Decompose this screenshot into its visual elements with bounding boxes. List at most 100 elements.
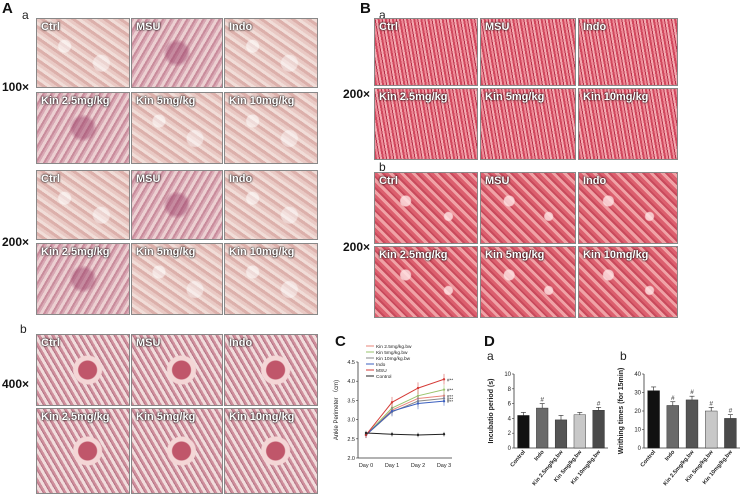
y-tick-label: 3.5	[347, 398, 355, 404]
tile-label: Ctrl	[379, 21, 398, 33]
micrograph-b-kidney-kin25: Kin 2.5mg/kg	[374, 246, 478, 318]
tile-label: Kin 2.5mg/kg	[41, 246, 110, 258]
y-tick-label: 2.0	[347, 456, 355, 462]
significance-annotation: #**	[447, 399, 453, 404]
tile-label: Kin 2.5mg/kg	[379, 249, 448, 261]
micrograph-b-stomach-kin5: Kin 5mg/kg	[480, 88, 576, 160]
micrograph-b-kidney-kin5: Kin 5mg/kg	[480, 246, 576, 318]
x-tick-label: Day 2	[411, 463, 425, 469]
tile-label: Kin 5mg/kg	[136, 411, 196, 423]
y-tick-label: 20	[634, 409, 641, 415]
panel-c-letter: C	[335, 333, 346, 350]
panel-b-mag-200-a: 200×	[343, 87, 371, 101]
significance-mark: #	[690, 389, 694, 396]
tile-label: MSU	[136, 337, 161, 349]
micrograph-a-200-kin10: Kin 10mg/kg	[224, 243, 318, 315]
micrograph-a-200-kin25: Kin 2.5mg/kg	[36, 243, 130, 315]
data-point	[390, 401, 394, 404]
y-tick-label: 4.5	[347, 360, 355, 366]
micrograph-a-200-indo: Indo	[224, 170, 318, 240]
y-tick-label: 0	[638, 446, 642, 452]
ankle-perimeter-line-chart: 2.0 2.5 3.0 3.5 4.0 4.5 Day 0 Day 1 Day 2 Day 3 An…	[333, 344, 453, 469]
significance-annotation: #**	[447, 377, 453, 382]
bar	[592, 410, 605, 449]
micrograph-a-400-indo: Indo	[224, 334, 318, 406]
micrograph-b-stomach-kin10: Kin 10mg/kg	[578, 88, 678, 160]
panel-a-letter: A	[2, 0, 13, 17]
y-tick-label: 3.0	[347, 418, 355, 424]
tile-label: Kin 5mg/kg	[136, 246, 196, 258]
tile-label: Ctrl	[41, 173, 60, 185]
panel-b-sub-a: a	[379, 8, 386, 22]
y-axis-label: Incubatio period (s)	[488, 379, 495, 444]
tile-label: Kin 10mg/kg	[229, 411, 295, 423]
tile-label: Indo	[229, 337, 253, 349]
data-point	[390, 432, 394, 436]
y-axis-label: Ankle Perimeter （cm)	[333, 380, 340, 440]
tile-label: Kin 5mg/kg	[136, 95, 196, 107]
legend-label: Kin 5mg/kg.bw	[376, 350, 408, 356]
micrograph-a-100-kin25: Kin 2.5mg/kg	[36, 92, 130, 164]
legend-label: MSU	[376, 368, 387, 374]
panel-b-mag-200-b: 200×	[343, 240, 371, 254]
significance-annotation: #**	[447, 396, 453, 401]
data-point	[364, 431, 368, 435]
bar	[536, 407, 549, 449]
micrograph-a-400-msu: MSU	[131, 334, 223, 406]
tile-label: Kin 10mg/kg	[229, 246, 295, 258]
x-tick-label: Day 1	[385, 463, 399, 469]
tile-label: Kin 2.5mg/kg	[41, 411, 110, 423]
y-tick-label: 2.5	[347, 437, 355, 443]
y-tick-label: 0	[508, 446, 512, 452]
writhing-times-bar-chart: 0 10 20 30 40 Writhing times (for 15min) Contr…	[618, 368, 740, 487]
micrograph-a-100-indo: Indo	[224, 18, 318, 88]
x-tick-label: Indo	[534, 449, 547, 462]
tile-label: Kin 5mg/kg	[485, 91, 545, 103]
tile-label: MSU	[136, 21, 161, 33]
significance-mark: #	[597, 400, 601, 407]
micrograph-a-400-kin5: Kin 5mg/kg	[131, 408, 223, 494]
micrograph-a-100-kin10: Kin 10mg/kg	[224, 92, 318, 164]
data-point	[442, 399, 446, 403]
micrograph-b-stomach-indo: Indo	[578, 18, 678, 86]
data-point	[442, 388, 446, 391]
tile-label: Kin 10mg/kg	[583, 249, 649, 261]
series-line	[365, 378, 445, 436]
bar	[554, 419, 568, 449]
micrograph-a-100-msu: MSU	[131, 18, 223, 88]
panel-a-sub-a: a	[22, 8, 29, 22]
x-tick-label: Indo	[664, 449, 677, 462]
y-tick-label: 4.0	[347, 379, 355, 385]
panel-d-letter: D	[484, 333, 495, 350]
tile-label: Kin 10mg/kg	[229, 95, 295, 107]
significance-mark: #	[671, 395, 675, 402]
series-line	[365, 389, 445, 436]
micrograph-b-kidney-msu: MSU	[480, 172, 576, 244]
panel-a-sub-b: b	[20, 322, 27, 336]
micrograph-a-400-kin25: Kin 2.5mg/kg	[36, 408, 130, 494]
micrograph-a-400-kin10: Kin 10mg/kg	[224, 408, 318, 494]
series-line	[365, 400, 445, 436]
micrograph-b-kidney-indo: Indo	[578, 172, 678, 244]
tile-label: Kin 10mg/kg	[583, 91, 649, 103]
micrograph-a-200-ctrl: Ctrl	[36, 170, 130, 240]
tile-label: Ctrl	[41, 21, 60, 33]
series-line	[365, 432, 445, 436]
y-tick-label: 40	[634, 372, 641, 378]
panel-b-sub-b: b	[379, 160, 386, 174]
panel-d-sub-a: a	[487, 349, 494, 363]
data-point	[416, 402, 420, 405]
y-tick-label: 8	[508, 387, 512, 393]
panel-a-mag-400: 400×	[2, 377, 30, 391]
legend-label: Indo	[376, 362, 386, 368]
y-tick-label: 10	[634, 428, 641, 434]
panel-b-letter: B	[360, 0, 371, 17]
micrograph-a-100-ctrl: Ctrl	[36, 18, 130, 88]
tile-label: Indo	[583, 21, 607, 33]
data-point	[442, 432, 446, 436]
tile-label: Ctrl	[41, 337, 60, 349]
tile-label: Ctrl	[379, 175, 398, 187]
tile-label: Indo	[583, 175, 607, 187]
tile-label: Indo	[229, 21, 253, 33]
